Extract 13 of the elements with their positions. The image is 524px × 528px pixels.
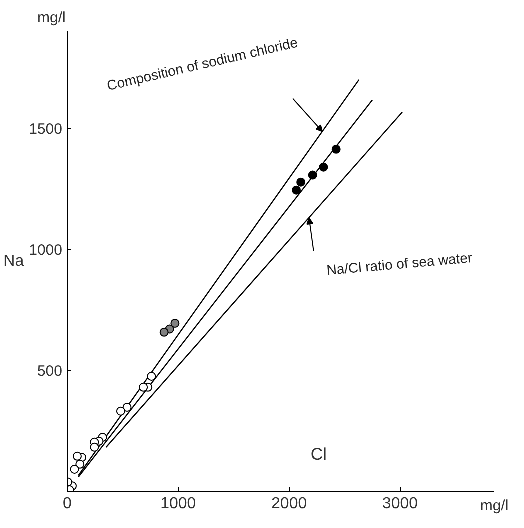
y-tick-label: 1500 — [29, 120, 63, 138]
y-axis-title: Na — [4, 253, 24, 270]
x-axis-title: Cl — [310, 444, 327, 464]
annotation: Na/Cl ratio of sea water — [326, 249, 474, 278]
x-tick-label: 2000 — [272, 496, 308, 512]
x-tick-label: 0 — [63, 496, 72, 512]
annotation: Composition of sodium chloride — [105, 34, 300, 94]
x-tick-label: 3000 — [382, 496, 418, 512]
text: mg/l — [38, 10, 66, 26]
x-tick-label: 1000 — [160, 496, 196, 512]
text: mg/l — [480, 498, 509, 514]
y-tick-label: 500 — [37, 362, 63, 380]
y-tick-label: 1000 — [29, 242, 63, 259]
